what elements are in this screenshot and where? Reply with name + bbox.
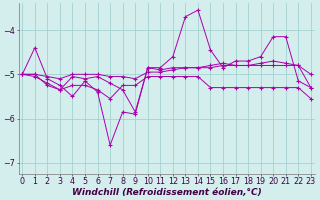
- X-axis label: Windchill (Refroidissement éolien,°C): Windchill (Refroidissement éolien,°C): [72, 188, 261, 197]
